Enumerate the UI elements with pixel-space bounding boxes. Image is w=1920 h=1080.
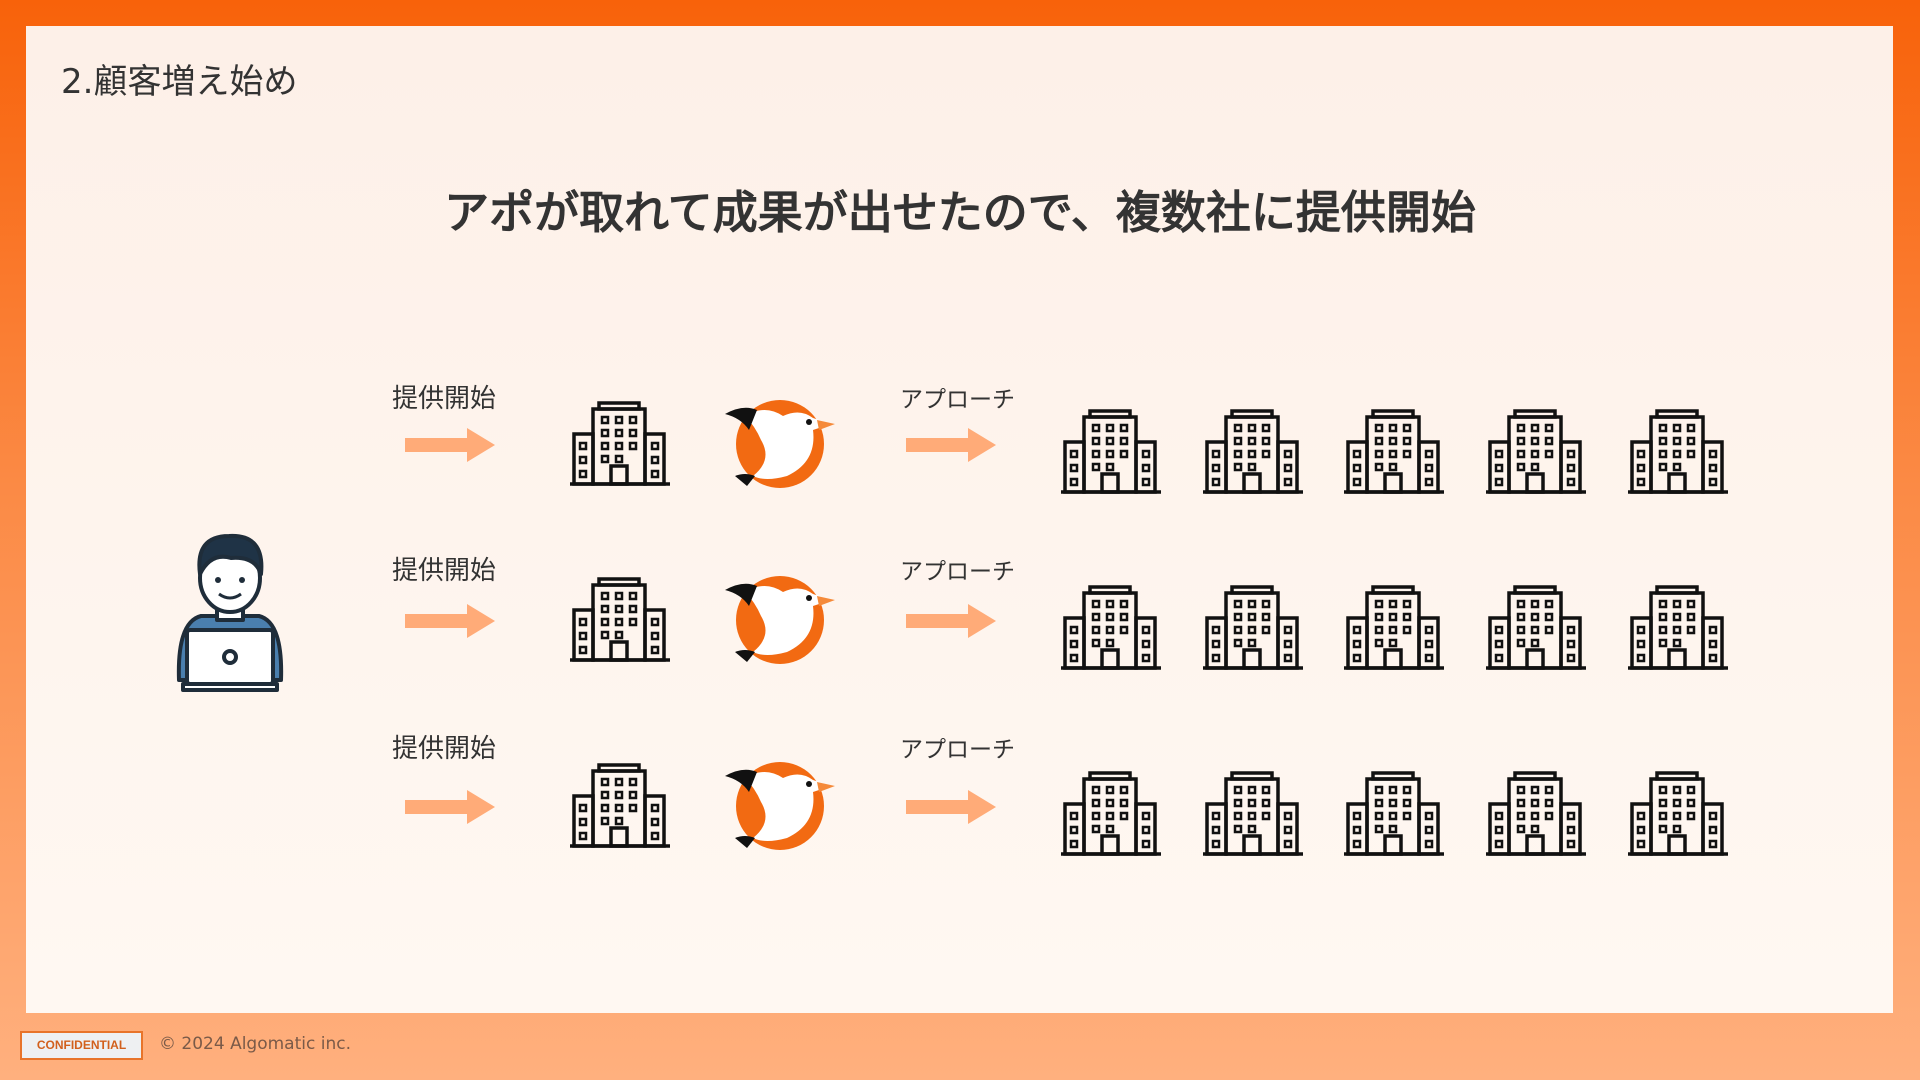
building-icon: [1485, 770, 1587, 856]
start-label: 提供開始: [392, 734, 497, 764]
bird-logo-icon: [725, 396, 836, 491]
building-icon: [569, 576, 671, 662]
building-icon: [1627, 770, 1729, 856]
building-icon: [569, 400, 671, 486]
slide-heading: アポが取れて成果が出せたので、複数社に提供開始: [444, 186, 1476, 239]
building-icon: [1060, 770, 1162, 856]
building-icon: [1202, 408, 1304, 494]
confidential-badge: CONFIDENTIAL: [20, 1031, 143, 1060]
building-icon: [1627, 584, 1729, 670]
bird-logo-icon: [725, 572, 836, 667]
building-icon: [569, 762, 671, 848]
approach-label: アプローチ: [900, 387, 1015, 413]
arrow-right-icon: [405, 790, 495, 824]
building-icon: [1202, 770, 1304, 856]
arrow-right-icon: [906, 604, 996, 638]
building-icon: [1202, 584, 1304, 670]
building-icon: [1060, 584, 1162, 670]
arrow-right-icon: [906, 428, 996, 462]
building-icon: [1343, 770, 1445, 856]
building-icon: [1627, 408, 1729, 494]
section-title: 2.顧客増え始め: [61, 62, 298, 102]
arrow-right-icon: [405, 428, 495, 462]
building-icon: [1485, 408, 1587, 494]
person-laptop-icon: [176, 533, 284, 692]
arrow-right-icon: [906, 790, 996, 824]
start-label: 提供開始: [392, 384, 497, 414]
bird-logo-icon: [725, 758, 836, 853]
building-icon: [1343, 584, 1445, 670]
approach-label: アプローチ: [900, 559, 1015, 585]
building-icon: [1060, 408, 1162, 494]
copyright-text: © 2024 Algomatic inc.: [159, 1034, 351, 1054]
arrow-right-icon: [405, 604, 495, 638]
approach-label: アプローチ: [900, 737, 1015, 763]
start-label: 提供開始: [392, 556, 497, 586]
building-icon: [1485, 584, 1587, 670]
slide-panel: [26, 26, 1893, 1013]
building-icon: [1343, 408, 1445, 494]
